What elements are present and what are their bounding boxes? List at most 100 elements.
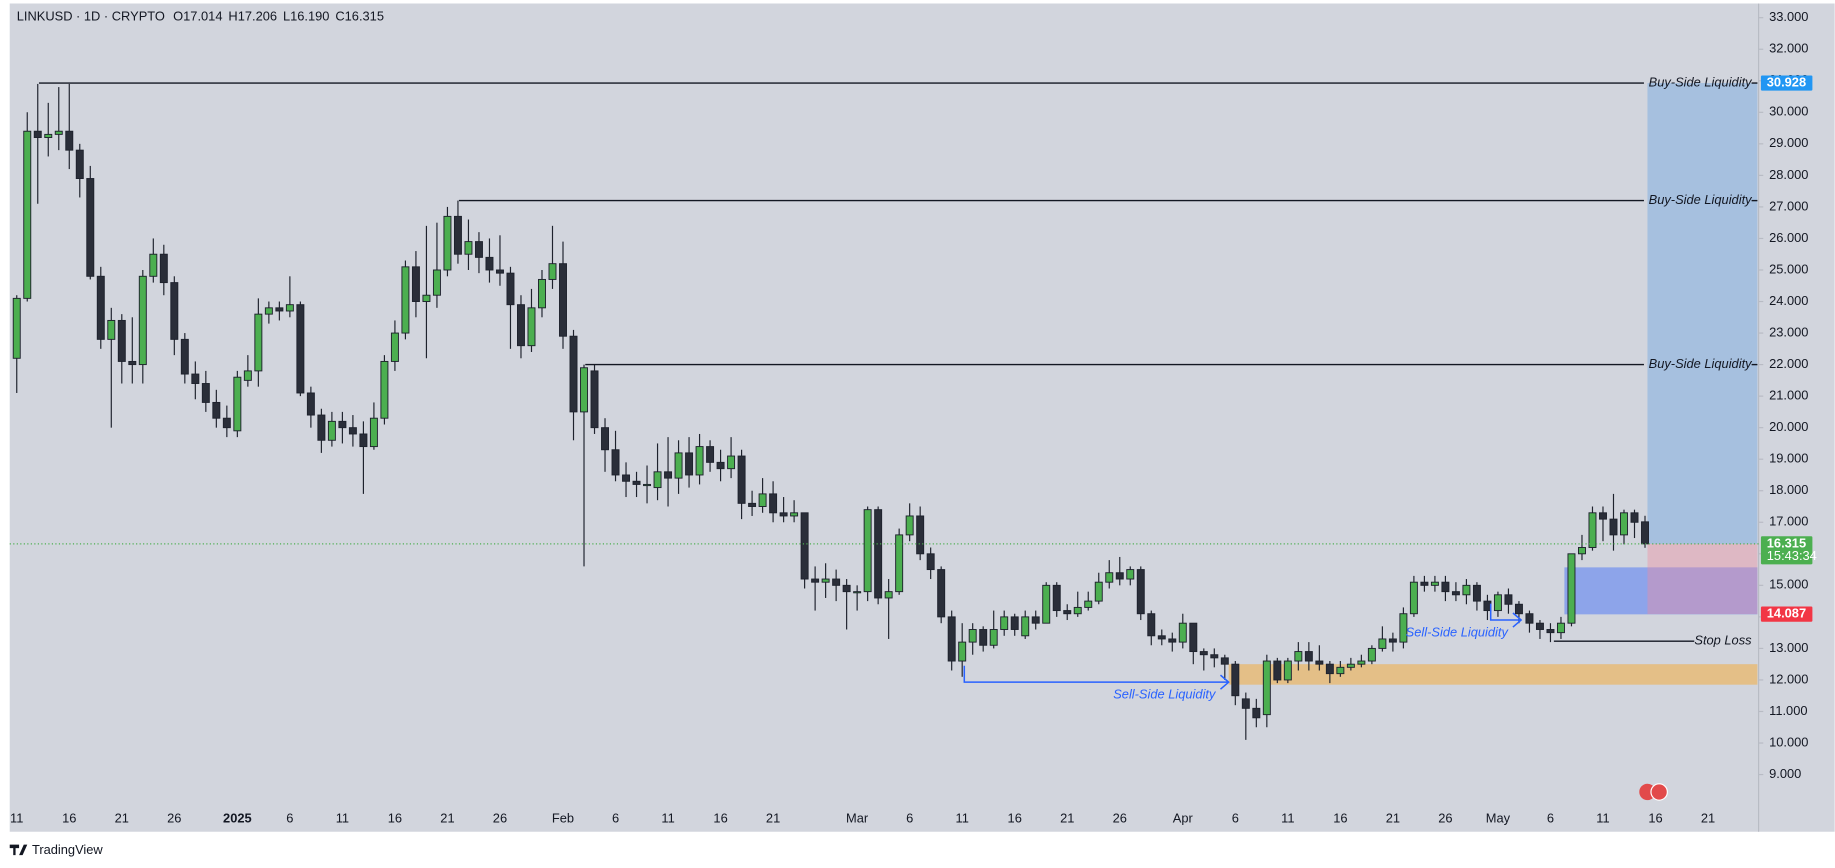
- x-tick-label: 11: [661, 810, 674, 825]
- candle-body: [1294, 651, 1303, 662]
- candle-body: [842, 584, 851, 593]
- candle-body: [1283, 660, 1292, 681]
- price-tag: [1760, 536, 1813, 565]
- y-tick-label: 20.000: [1769, 419, 1808, 434]
- x-tick-label: 26: [493, 810, 507, 825]
- candle-body: [538, 278, 546, 309]
- x-tick-label: 21: [115, 810, 129, 825]
- candle-body: [1325, 663, 1334, 675]
- y-tick-label: 11.000: [1769, 703, 1807, 718]
- candle-body: [1220, 657, 1229, 665]
- x-tick-label: 2025: [223, 810, 252, 825]
- candle-body: [601, 427, 609, 451]
- candle-body: [1430, 581, 1439, 586]
- candle-body: [758, 493, 767, 507]
- candle-body: [1052, 584, 1061, 612]
- target-tag-label: 30.928: [1767, 74, 1806, 89]
- candle-body: [1399, 613, 1408, 643]
- candle-body: [1630, 512, 1639, 523]
- candle-body: [1115, 572, 1124, 580]
- candle-body: [1241, 698, 1250, 709]
- candle-body: [695, 446, 704, 476]
- candle-body: [1231, 663, 1240, 697]
- zones-layer: [1228, 83, 1758, 685]
- candle-body: [1588, 512, 1597, 548]
- candle-body: [622, 474, 631, 482]
- y-tick-label: 24.000: [1769, 293, 1808, 308]
- x-tick-label: 16: [62, 810, 76, 825]
- annotations-layer: Buy-Side Liquidity Buy-Side Liquidity Buy-…: [9, 74, 1759, 701]
- candle-body: [1031, 616, 1040, 624]
- y-tick-label: 9.000: [1769, 766, 1801, 781]
- candle-body: [411, 266, 420, 302]
- candle-body: [138, 275, 147, 366]
- candle-body: [222, 417, 231, 429]
- candle-body: [664, 471, 673, 479]
- y-tick-label: 23.000: [1769, 324, 1808, 339]
- candle-body: [180, 338, 189, 375]
- candle-body: [306, 392, 315, 416]
- candle-body: [674, 452, 683, 479]
- candle-body: [506, 272, 515, 306]
- candle-body: [737, 455, 746, 504]
- candle-body: [1273, 660, 1282, 681]
- candle-body: [1346, 663, 1355, 668]
- sell-side-label: Sell-Side Liquidity: [1406, 624, 1510, 639]
- candle-body: [149, 253, 158, 277]
- candle-body: [23, 130, 32, 299]
- candle-body: [790, 512, 799, 517]
- candle-body: [811, 578, 820, 583]
- candle-body: [1514, 603, 1523, 615]
- x-tick-label: 26: [1438, 810, 1452, 825]
- candle-body: [1063, 610, 1072, 615]
- candle-body: [1599, 512, 1607, 520]
- y-tick-label: 28.000: [1769, 167, 1808, 182]
- candle-body: [1567, 553, 1576, 624]
- candles-layer: [12, 83, 1649, 740]
- x-tick-label: 11: [1281, 810, 1294, 825]
- ohlc-high: H17.206: [228, 9, 277, 24]
- candle-body: [191, 373, 200, 384]
- candle-body: [769, 493, 778, 514]
- candle-body: [1556, 622, 1565, 634]
- candle-body: [559, 263, 567, 337]
- candle-body: [1620, 512, 1628, 536]
- x-tick-label: 6: [1547, 810, 1554, 825]
- candle-body: [453, 215, 462, 255]
- candle-body: [327, 420, 336, 441]
- candle-body: [580, 367, 588, 413]
- candle-body: [895, 534, 904, 593]
- zone: [1228, 664, 1758, 685]
- x-tick-label: 16: [1333, 810, 1347, 825]
- x-tick-label: 11: [336, 810, 349, 825]
- x-tick-label: 21: [1386, 810, 1400, 825]
- candle-body: [1168, 638, 1177, 643]
- brand-name: TradingView: [32, 842, 103, 857]
- x-tick-label: 16: [388, 810, 402, 825]
- candle-body: [611, 449, 620, 476]
- candle-body: [1609, 518, 1618, 536]
- candle-body: [548, 263, 557, 280]
- candle-body: [1525, 613, 1534, 624]
- candle-body: [748, 502, 757, 507]
- candle-body: [464, 241, 473, 255]
- candle-body: [1199, 651, 1208, 656]
- axes-layer: 9.00010.00011.00012.00013.00014.00015.00…: [10, 9, 1817, 825]
- x-tick-label: 21: [766, 810, 780, 825]
- y-tick-label: 15.000: [1769, 577, 1808, 592]
- candle-body: [1577, 547, 1586, 555]
- x-tick-label: Feb: [552, 810, 574, 825]
- candle-body: [926, 553, 935, 571]
- candle-body: [1252, 707, 1261, 719]
- candle-body: [1126, 569, 1135, 580]
- candle-body: [1451, 591, 1460, 596]
- zone: [1564, 567, 1758, 615]
- candle-body: [401, 266, 410, 334]
- level-label: Buy-Side Liquidity: [1649, 74, 1754, 89]
- x-tick-label: 6: [286, 810, 293, 825]
- candle-body: [979, 629, 988, 646]
- x-tick-label: 21: [1060, 810, 1074, 825]
- x-tick-label: 16: [1008, 810, 1022, 825]
- candle-body: [1304, 651, 1313, 662]
